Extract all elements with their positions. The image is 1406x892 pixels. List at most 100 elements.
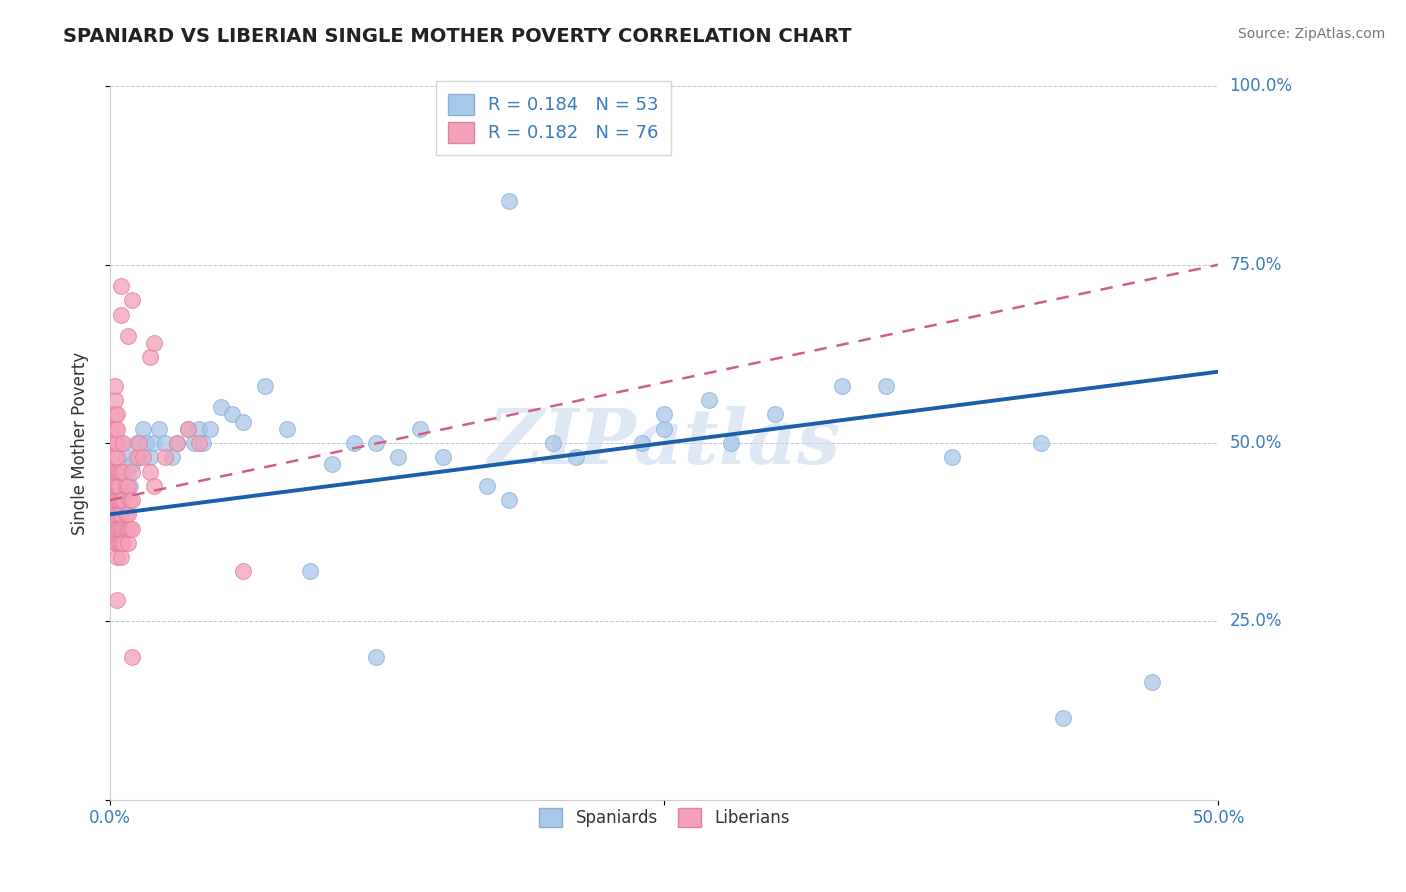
Point xyxy=(114,508,136,522)
Point xyxy=(121,293,143,308)
Point xyxy=(103,393,125,408)
Point xyxy=(697,393,720,408)
Text: 100.0%: 100.0% xyxy=(1230,78,1292,95)
Point xyxy=(720,436,742,450)
Point xyxy=(143,479,166,493)
Point xyxy=(148,422,170,436)
Point xyxy=(475,479,498,493)
Point xyxy=(117,536,139,550)
Text: 50.0%: 50.0% xyxy=(1230,434,1282,452)
Point xyxy=(193,436,215,450)
Point xyxy=(114,479,136,493)
Point xyxy=(103,465,125,479)
Point xyxy=(564,450,586,465)
Y-axis label: Single Mother Poverty: Single Mother Poverty xyxy=(72,351,89,534)
Point xyxy=(112,436,135,450)
Point xyxy=(409,422,432,436)
Point xyxy=(875,379,897,393)
Text: 25.0%: 25.0% xyxy=(1230,612,1282,631)
Point xyxy=(183,436,205,450)
Point xyxy=(121,493,143,508)
Point xyxy=(166,436,188,450)
Point xyxy=(105,592,128,607)
Point xyxy=(101,522,124,536)
Point xyxy=(135,436,157,450)
Point xyxy=(139,450,162,465)
Point xyxy=(128,436,150,450)
Point xyxy=(1140,674,1163,689)
Point xyxy=(110,465,132,479)
Point xyxy=(105,493,128,508)
Point xyxy=(105,550,128,565)
Point xyxy=(763,408,786,422)
Point xyxy=(117,522,139,536)
Point xyxy=(432,450,454,465)
Point xyxy=(110,436,132,450)
Text: SPANIARD VS LIBERIAN SINGLE MOTHER POVERTY CORRELATION CHART: SPANIARD VS LIBERIAN SINGLE MOTHER POVER… xyxy=(63,27,852,45)
Point xyxy=(652,408,675,422)
Point xyxy=(209,401,232,415)
Point xyxy=(232,415,254,429)
Point xyxy=(298,565,321,579)
Point xyxy=(105,536,128,550)
Point xyxy=(101,436,124,450)
Point xyxy=(112,536,135,550)
Point xyxy=(103,408,125,422)
Point xyxy=(543,436,565,450)
Point xyxy=(343,436,366,450)
Point xyxy=(139,351,162,365)
Point xyxy=(117,329,139,343)
Point xyxy=(1029,436,1052,450)
Point xyxy=(103,422,125,436)
Point xyxy=(103,479,125,493)
Point xyxy=(155,436,177,450)
Point xyxy=(121,458,143,472)
Point xyxy=(110,522,132,536)
Point xyxy=(121,465,143,479)
Point xyxy=(110,279,132,293)
Point xyxy=(105,508,128,522)
Point xyxy=(110,536,132,550)
Point xyxy=(364,649,387,664)
Text: 75.0%: 75.0% xyxy=(1230,256,1282,274)
Point xyxy=(254,379,277,393)
Point xyxy=(118,493,141,508)
Point xyxy=(198,422,221,436)
Point xyxy=(112,479,135,493)
Point xyxy=(105,479,128,493)
Point xyxy=(108,508,131,522)
Point xyxy=(276,422,298,436)
Legend: Spaniards, Liberians: Spaniards, Liberians xyxy=(531,801,796,834)
Point xyxy=(105,522,128,536)
Point xyxy=(387,450,409,465)
Point xyxy=(187,422,209,436)
Point xyxy=(110,493,132,508)
Point xyxy=(101,479,124,493)
Point xyxy=(221,408,243,422)
Point xyxy=(108,493,131,508)
Point xyxy=(101,422,124,436)
Point xyxy=(112,465,135,479)
Point xyxy=(121,649,143,664)
Point xyxy=(125,436,148,450)
Point xyxy=(652,422,675,436)
Point xyxy=(108,479,131,493)
Point xyxy=(1052,710,1074,724)
Point xyxy=(132,450,155,465)
Point xyxy=(498,194,520,208)
Point xyxy=(101,465,124,479)
Point xyxy=(941,450,963,465)
Point xyxy=(117,508,139,522)
Point xyxy=(631,436,654,450)
Point xyxy=(143,336,166,351)
Point xyxy=(117,465,139,479)
Point xyxy=(103,450,125,465)
Point xyxy=(166,436,188,450)
Point xyxy=(831,379,853,393)
Point xyxy=(103,436,125,450)
Point xyxy=(364,436,387,450)
Point xyxy=(121,522,143,536)
Point xyxy=(103,508,125,522)
Point xyxy=(108,465,131,479)
Point xyxy=(103,536,125,550)
